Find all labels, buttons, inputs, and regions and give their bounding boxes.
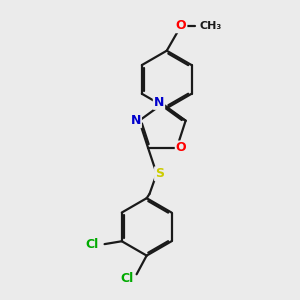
Text: O: O — [176, 142, 186, 154]
Text: Cl: Cl — [85, 238, 99, 250]
Text: CH₃: CH₃ — [200, 21, 222, 31]
Text: N: N — [130, 114, 141, 127]
Text: N: N — [154, 96, 164, 109]
Text: Cl: Cl — [121, 272, 134, 285]
Text: S: S — [155, 167, 164, 180]
Text: O: O — [176, 19, 186, 32]
